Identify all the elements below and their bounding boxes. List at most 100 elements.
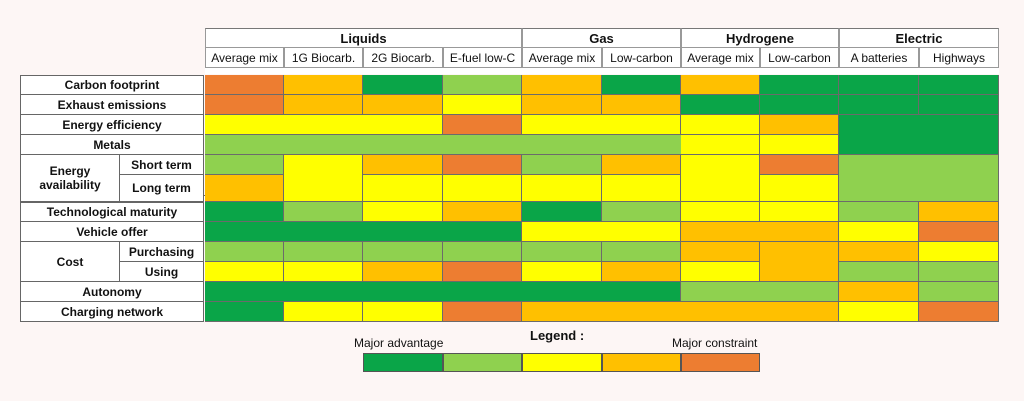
rating-cell [205, 95, 284, 115]
row-sublabel: Using [120, 262, 204, 282]
rating-cell [205, 202, 284, 222]
rating-cell [760, 155, 839, 175]
rating-cell [839, 155, 999, 202]
row-label: Autonomy [20, 282, 204, 302]
rating-cell [839, 115, 999, 155]
rating-cell [681, 262, 760, 282]
group-header: Liquids [205, 28, 522, 48]
rating-cell [443, 202, 522, 222]
row-label: Energy availability [20, 155, 120, 202]
rating-cell [522, 95, 602, 115]
rating-cell [602, 262, 681, 282]
rating-cell [839, 222, 919, 242]
rating-cell [443, 75, 522, 95]
legend-swatch [522, 353, 602, 372]
rating-cell [443, 115, 522, 135]
rating-cell [284, 242, 363, 262]
rating-cell [839, 95, 919, 115]
rating-cell [363, 242, 443, 262]
rating-cell [205, 115, 443, 135]
rating-cell [522, 242, 602, 262]
rating-cell [443, 262, 522, 282]
rating-cell [760, 202, 839, 222]
group-header: Hydrogene [681, 28, 839, 48]
rating-cell [602, 202, 681, 222]
rating-cell [602, 155, 681, 175]
rating-cell [760, 135, 839, 155]
rating-cell [919, 242, 999, 262]
rating-cell [284, 202, 363, 222]
rating-cell [284, 95, 363, 115]
rating-cell [919, 202, 999, 222]
rating-cell [443, 155, 522, 175]
rating-cell [681, 155, 760, 202]
rating-cell [443, 302, 522, 322]
rating-cell [681, 115, 760, 135]
row-label: Charging network [20, 302, 204, 322]
header-separator [205, 68, 999, 74]
column-header: Average mix [681, 47, 760, 68]
row-sublabel: Short term [120, 155, 204, 175]
rating-cell [522, 262, 602, 282]
rating-cell [760, 175, 839, 202]
rating-cell [205, 155, 284, 175]
rating-cell [522, 75, 602, 95]
rating-cell [839, 242, 919, 262]
rating-cell [363, 262, 443, 282]
column-header: 1G Biocarb. [284, 47, 363, 68]
rating-cell [760, 242, 839, 282]
rating-cell [205, 175, 284, 202]
legend-swatch [443, 353, 522, 372]
rating-cell [363, 202, 443, 222]
legend-left-label: Major advantage [354, 336, 444, 350]
row-label: Cost [20, 242, 120, 282]
rating-cell [363, 175, 443, 202]
rating-cell [284, 75, 363, 95]
rating-cell [363, 155, 443, 175]
rating-cell [205, 282, 681, 302]
rating-cell [681, 282, 839, 302]
row-sublabel: Purchasing [120, 242, 204, 262]
rating-cell [681, 135, 760, 155]
rating-cell [205, 262, 284, 282]
row-label: Technological maturity [20, 202, 204, 222]
rating-cell [919, 95, 999, 115]
row-label: Carbon footprint [20, 75, 204, 95]
rating-cell [602, 95, 681, 115]
legend-right-label: Major constraint [672, 336, 758, 350]
rating-cell [205, 242, 284, 262]
rating-cell [839, 282, 919, 302]
rating-cell [522, 202, 602, 222]
row-label: Metals [20, 135, 204, 155]
column-header: 2G Biocarb. [363, 47, 443, 68]
rating-cell [919, 75, 999, 95]
rating-cell [919, 282, 999, 302]
row-label: Exhaust emissions [20, 95, 204, 115]
rating-cell [602, 242, 681, 262]
rating-cell [443, 175, 522, 202]
rating-cell [839, 75, 919, 95]
legend-title: Legend : [530, 328, 585, 343]
rating-cell [522, 155, 602, 175]
rating-cell [681, 222, 839, 242]
column-header: A batteries [839, 47, 919, 68]
rating-cell [602, 75, 681, 95]
group-header: Electric [839, 28, 999, 48]
rating-cell [602, 175, 681, 202]
rating-cell [522, 302, 839, 322]
rating-cell [919, 222, 999, 242]
rating-cell [760, 75, 839, 95]
rating-cell [681, 202, 760, 222]
legend-swatch [363, 353, 443, 372]
legend-swatch [602, 353, 681, 372]
rating-cell [205, 75, 284, 95]
rating-cell [363, 302, 443, 322]
rating-cell [839, 262, 919, 282]
rating-cell [443, 95, 522, 115]
column-header: Low-carbon [602, 47, 681, 68]
rating-cell [205, 222, 522, 242]
rating-cell [284, 262, 363, 282]
group-header: Gas [522, 28, 681, 48]
rating-cell [919, 302, 999, 322]
rating-cell [839, 302, 919, 322]
